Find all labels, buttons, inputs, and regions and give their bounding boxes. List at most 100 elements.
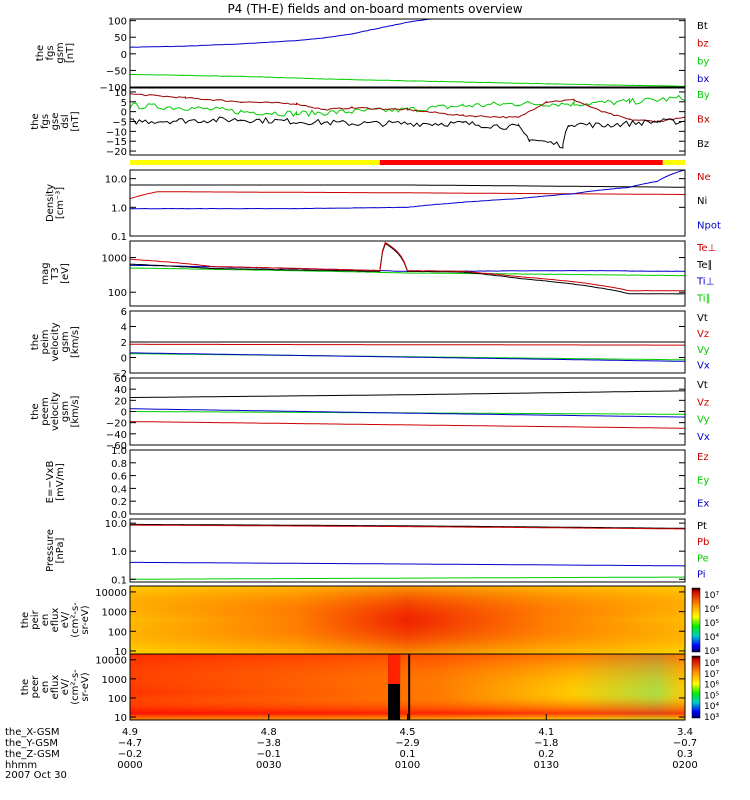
series-line-Te⊥ bbox=[129, 241, 686, 292]
colorbar-tick-label: 10⁵ bbox=[704, 619, 719, 629]
y-axis-label: [cm⁻³] bbox=[55, 187, 66, 219]
legend-entry: Vt bbox=[697, 313, 708, 324]
y-tick-label: 1000 bbox=[102, 608, 127, 619]
x-axis-labels: the_X-GSM 4.9 4.8 4.5 4.1 3.4 the_Y-GSM −4.7 −3.… bbox=[5, 714, 698, 781]
y-axis-label: en bbox=[40, 681, 51, 694]
legend-entry: Ex bbox=[697, 499, 709, 510]
legend-entry: Ni bbox=[697, 196, 707, 207]
series-line-Ni bbox=[130, 184, 686, 188]
panel-frame bbox=[129, 169, 686, 237]
y-axis-label: [nT] bbox=[70, 111, 81, 131]
series-line-Bz bbox=[130, 116, 686, 149]
y-tick-label: 5 bbox=[121, 98, 127, 109]
y-tick-label: 40 bbox=[114, 385, 127, 396]
panel-frame bbox=[129, 449, 686, 515]
legend-entry: Ti⊥ bbox=[696, 277, 714, 288]
y-tick-label: −60 bbox=[106, 441, 127, 452]
series-line-Vx bbox=[130, 352, 686, 362]
x-tick-label: 0200 bbox=[672, 760, 697, 771]
y-tick-label: 10000 bbox=[95, 588, 127, 599]
y-axis-label: peim bbox=[40, 329, 51, 354]
y-tick-label: −2 bbox=[112, 369, 127, 380]
y-axis-label: peer bbox=[30, 675, 41, 699]
panel-electric-field: Ez Ey Ex 1.0 0.8 0.60.4 0.2 0.0 E=−VxB [mV/m] bbox=[45, 446, 709, 521]
y-axis-label: peir bbox=[30, 609, 41, 629]
mode-bar-segment bbox=[130, 160, 380, 165]
y-tick-label: 0.2 bbox=[111, 497, 127, 508]
legend-entry: By bbox=[697, 90, 710, 101]
y-axis-label: gse bbox=[50, 113, 61, 131]
series-line-Ne bbox=[129, 191, 685, 200]
chart-title: P4 (TH-E) fields and on-board moments ov… bbox=[227, 2, 522, 16]
series-line-Vx bbox=[129, 408, 686, 418]
colorbar-tick-label: 10⁴ bbox=[704, 633, 719, 643]
legend-entry: Ez bbox=[697, 452, 709, 463]
x-tick-label: 0100 bbox=[395, 760, 420, 771]
colorbar-tick-label: 10⁶ bbox=[704, 681, 719, 691]
legend-entry: Pt bbox=[697, 521, 707, 532]
y-axis-label: (cm²-s- bbox=[70, 669, 81, 705]
colorbar-tick-label: 10⁴ bbox=[704, 702, 719, 712]
x-tick-label: 3.4 bbox=[677, 727, 693, 738]
y-tick-label: −40 bbox=[106, 430, 127, 441]
y-tick-label: 0 bbox=[121, 408, 127, 419]
y-axis-label: sr-eV) bbox=[80, 605, 91, 634]
plot-area bbox=[130, 241, 685, 306]
y-tick-label: 0.0 bbox=[111, 510, 127, 521]
y-tick-label: 1.0 bbox=[111, 547, 127, 558]
plot-area bbox=[130, 450, 685, 514]
legend-entry: Pb bbox=[697, 537, 709, 548]
x-tick-label: −0.1 bbox=[257, 749, 281, 760]
legend-entry: by bbox=[697, 56, 709, 67]
x-tick-label: 0.1 bbox=[400, 749, 416, 760]
y-axis-label: the bbox=[20, 679, 31, 695]
y-tick-label: 100 bbox=[108, 694, 127, 705]
y-axis-label: gsm bbox=[60, 401, 71, 422]
x-tick-label: −1.8 bbox=[534, 738, 558, 749]
y-axis-label: fgs bbox=[40, 114, 51, 129]
y-axis-label: [nT] bbox=[65, 43, 76, 63]
legend-entry: Bz bbox=[697, 139, 709, 150]
series-line-Pt bbox=[130, 523, 686, 529]
legend-entry: Pe bbox=[697, 553, 709, 564]
y-tick-label: 1000 bbox=[102, 675, 127, 686]
panel-frame bbox=[129, 240, 686, 307]
legend-entry: Vz bbox=[697, 329, 709, 340]
legend-entry: Bt bbox=[697, 21, 708, 32]
y-axis-label: gsm bbox=[55, 42, 66, 63]
series-line-Pb bbox=[130, 524, 685, 530]
y-axis-label: eV/ bbox=[60, 678, 71, 695]
data-gap-top bbox=[388, 654, 401, 684]
y-tick-label: −5 bbox=[112, 118, 127, 129]
spectrogram-shade bbox=[130, 654, 685, 720]
x-axis-row-label: the_Y-GSM bbox=[5, 738, 58, 749]
plot-area bbox=[130, 519, 685, 582]
colorbar-tick-label: 10³ bbox=[704, 713, 719, 723]
y-axis-label: peem bbox=[40, 397, 51, 425]
y-tick-label: 100 bbox=[108, 627, 127, 638]
legend-entry: Vt bbox=[697, 380, 708, 391]
panel-fgs-gsm: Bt bz by bx 100 50 0 −50 −100 the fgs gsm [nT] bbox=[35, 17, 709, 94]
y-tick-label: 10 bbox=[114, 647, 127, 658]
legend-entry: Vx bbox=[697, 361, 710, 372]
y-axis-label: the bbox=[30, 334, 41, 350]
colorbar-tick-label: 10⁶ bbox=[704, 605, 719, 615]
series-line-by bbox=[129, 73, 686, 87]
y-tick-label: 10 bbox=[114, 88, 127, 99]
y-tick-label: 0.1 bbox=[111, 232, 127, 243]
x-tick-label: −0.2 bbox=[118, 749, 142, 760]
legend-entry: Npot bbox=[697, 220, 721, 231]
spectrogram-shade bbox=[130, 586, 685, 654]
legend-entry: Te⊥ bbox=[696, 243, 716, 254]
y-tick-label: 6 bbox=[121, 307, 127, 318]
legend-entry: Vy bbox=[697, 345, 710, 356]
y-tick-label: −10 bbox=[106, 127, 127, 138]
x-axis-row-label: the_Z-GSM bbox=[5, 749, 60, 760]
legend-entry: bx bbox=[697, 74, 709, 85]
y-axis-label: velocity bbox=[50, 322, 61, 361]
y-axis-label: the bbox=[20, 612, 31, 628]
y-tick-label: 2 bbox=[121, 338, 127, 349]
y-axis-label: [km/s] bbox=[70, 395, 81, 427]
x-tick-label: 4.8 bbox=[261, 727, 277, 738]
y-tick-label: 1.0 bbox=[111, 446, 127, 457]
